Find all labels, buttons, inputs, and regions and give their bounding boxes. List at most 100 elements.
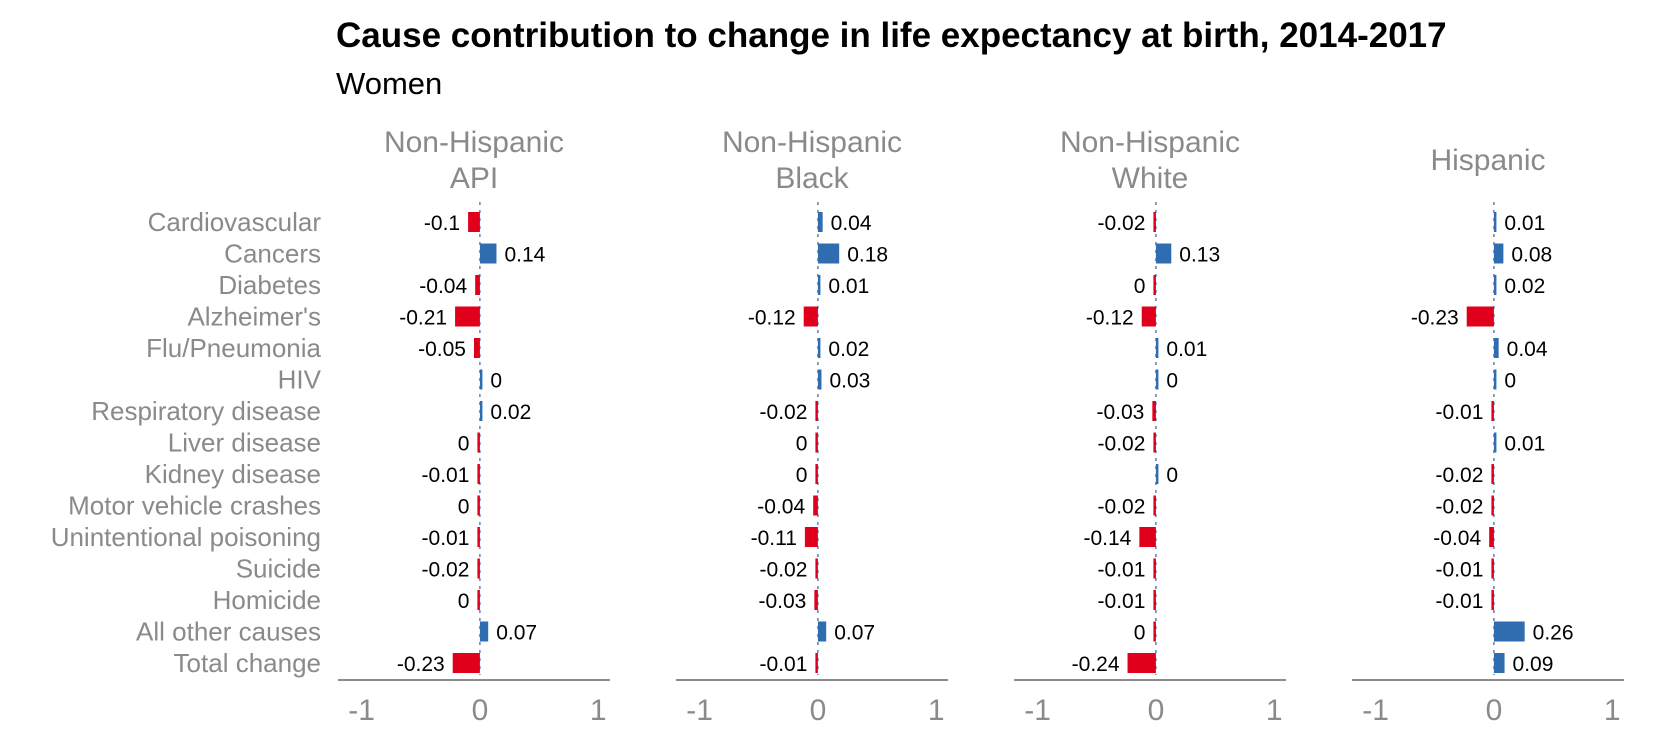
- bar: [474, 338, 480, 358]
- bar: [1155, 243, 1172, 264]
- bar: [479, 369, 483, 390]
- bar: [817, 369, 822, 390]
- data-label: 0.07: [496, 622, 537, 645]
- data-label: -0.01: [760, 653, 808, 676]
- category-label: HIV: [278, 365, 322, 395]
- category-label: Liver disease: [168, 428, 321, 458]
- data-label: -0.23: [397, 653, 445, 676]
- chart-title: Cause contribution to change in life exp…: [336, 16, 1447, 55]
- bar: [477, 558, 480, 579]
- bar: [1153, 275, 1156, 295]
- bar: [1493, 369, 1497, 390]
- bar: [1153, 590, 1156, 610]
- data-label: -0.02: [1436, 464, 1484, 487]
- bar: [1491, 558, 1494, 579]
- data-label: -0.01: [422, 527, 470, 550]
- data-label: 0: [458, 496, 470, 519]
- category-label: Total change: [174, 648, 321, 678]
- data-label: -0.04: [1433, 527, 1481, 550]
- data-label: -0.01: [1098, 590, 1146, 613]
- bar: [1141, 306, 1156, 327]
- x-tick-label: 1: [1266, 694, 1283, 727]
- data-label: 0.26: [1533, 622, 1574, 645]
- data-label: 0: [1504, 370, 1516, 393]
- data-label: 0: [796, 433, 808, 456]
- data-label: 0.13: [1179, 244, 1220, 267]
- category-label: Motor vehicle crashes: [68, 491, 321, 521]
- data-label: -0.05: [418, 338, 466, 361]
- data-label: -0.23: [1411, 307, 1459, 330]
- bar: [1493, 338, 1499, 358]
- chart-subtitle: Women: [336, 66, 443, 101]
- data-label: -0.04: [419, 275, 467, 298]
- bar: [477, 464, 480, 484]
- data-label: 0.14: [504, 244, 545, 267]
- data-label: 0: [1134, 275, 1146, 298]
- data-label: 0.02: [490, 401, 531, 424]
- bar: [803, 306, 818, 327]
- data-label: -0.02: [760, 401, 808, 424]
- bar: [1155, 338, 1159, 358]
- panel-label: White: [1112, 162, 1189, 195]
- panel-label: Hispanic: [1430, 144, 1545, 177]
- category-label: Homicide: [213, 585, 321, 615]
- panel-label: API: [450, 162, 498, 195]
- panel-label: Non-Hispanic: [384, 126, 564, 159]
- data-label: 0: [458, 433, 470, 456]
- bar: [813, 495, 818, 516]
- bar: [479, 621, 489, 642]
- bar: [815, 464, 818, 484]
- data-label: -0.01: [422, 464, 470, 487]
- data-label: -0.02: [422, 559, 470, 582]
- bar: [1127, 653, 1156, 673]
- data-label: -0.02: [1436, 496, 1484, 519]
- bar: [1493, 243, 1504, 264]
- bar: [1493, 432, 1497, 453]
- data-label: 0.07: [834, 622, 875, 645]
- bar: [479, 401, 483, 421]
- data-label: -0.1: [424, 212, 460, 235]
- data-label: -0.02: [1098, 433, 1146, 456]
- bar: [1153, 558, 1156, 579]
- bar: [475, 275, 480, 295]
- data-label: -0.02: [760, 559, 808, 582]
- data-label: 0.01: [1504, 212, 1545, 235]
- bar: [479, 243, 497, 264]
- bar: [1153, 621, 1156, 642]
- bar: [477, 527, 480, 547]
- bar: [452, 653, 480, 673]
- bar: [455, 306, 480, 327]
- data-label: -0.01: [1436, 590, 1484, 613]
- bar: [1493, 275, 1497, 295]
- data-label: 0: [490, 370, 502, 393]
- panel-label: Non-Hispanic: [722, 126, 902, 159]
- data-label: 0: [458, 590, 470, 613]
- x-tick-label: 0: [1148, 694, 1165, 727]
- x-tick-label: -1: [1024, 694, 1051, 727]
- data-label: 0.01: [1504, 433, 1545, 456]
- bar: [817, 212, 823, 232]
- category-label: Cancers: [224, 239, 321, 269]
- bar: [1155, 369, 1159, 390]
- x-tick-label: 0: [472, 694, 489, 727]
- bar: [1489, 527, 1494, 547]
- data-label: 0.02: [828, 338, 869, 361]
- category-label: Diabetes: [218, 270, 321, 300]
- x-tick-label: -1: [348, 694, 375, 727]
- data-label: -0.03: [1096, 401, 1144, 424]
- bar: [1153, 212, 1156, 232]
- x-tick-label: -1: [686, 694, 713, 727]
- bar: [1493, 653, 1505, 673]
- data-label: 0: [1166, 464, 1178, 487]
- data-label: 0: [1134, 622, 1146, 645]
- x-tick-label: 1: [590, 694, 607, 727]
- data-label: 0: [1166, 370, 1178, 393]
- data-label: 0.01: [1166, 338, 1207, 361]
- data-label: 0.02: [1504, 275, 1545, 298]
- bar: [817, 338, 821, 358]
- bar: [477, 432, 480, 453]
- bar: [815, 558, 818, 579]
- bar: [1466, 306, 1494, 327]
- bar: [817, 275, 821, 295]
